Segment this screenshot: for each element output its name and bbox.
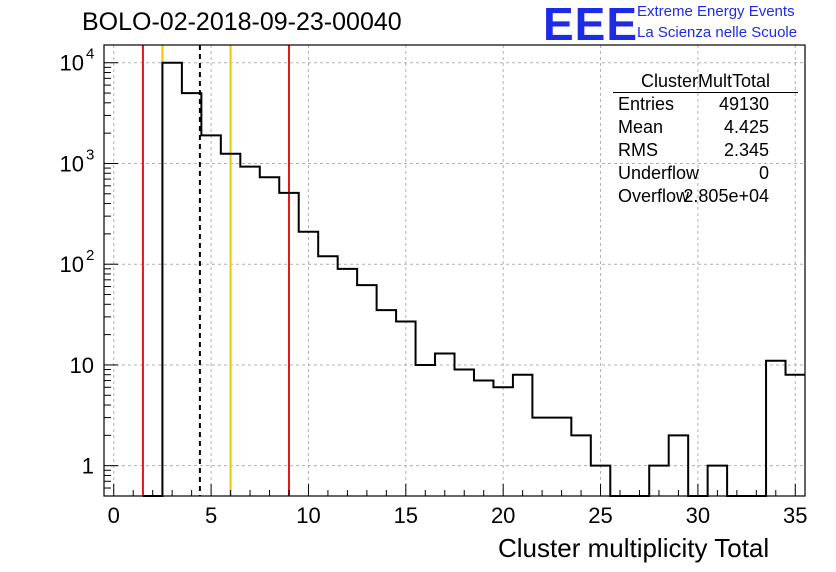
stats-box: ClusterMultTotal Entries 49130 Mean 4.425 … <box>611 70 806 208</box>
x-tick-label: 35 <box>783 503 807 528</box>
org-subtitle: La Scienza nelle Scuole <box>637 24 798 41</box>
chart-title: BOLO-02-2018-09-23-00040 <box>82 8 402 36</box>
y-tick-exponent: 4 <box>86 46 94 63</box>
stats-row-mean: Mean 4.425 <box>611 116 806 139</box>
stats-value: 4.425 <box>723 117 769 137</box>
stats-value: 0 <box>758 163 769 183</box>
stats-key: Entries <box>618 94 675 114</box>
x-tick-label: 25 <box>588 503 612 528</box>
stats-key: Underflow <box>618 163 700 183</box>
stats-row-rms: RMS 2.345 <box>611 139 806 162</box>
x-tick-label: 20 <box>491 503 515 528</box>
x-axis-title: Cluster multiplicity Total <box>498 533 770 563</box>
y-tick-label: 10 <box>60 151 84 176</box>
stats-row-underflow: Underflow 0 <box>611 162 806 185</box>
x-tick-label: 10 <box>296 503 320 528</box>
stats-row-overflow: Overflow 2.805e+04 <box>611 185 806 208</box>
y-tick-label: 10 <box>60 252 84 277</box>
stats-value: 49130 <box>718 94 769 114</box>
stats-box-title: ClusterMultTotal <box>613 70 798 93</box>
histogram-series <box>142 61 805 497</box>
stats-key: Mean <box>618 117 664 137</box>
x-tick-label: 15 <box>394 503 418 528</box>
y-tick-label: 10 <box>60 51 84 76</box>
y-tick-exponent: 3 <box>86 146 94 163</box>
stats-row-entries: Entries 49130 <box>611 93 806 116</box>
y-tick-exponent: 2 <box>86 247 94 264</box>
stats-value: 2.345 <box>723 140 769 160</box>
eee-logo: EEE <box>543 0 639 50</box>
x-tick-label: 5 <box>205 503 217 528</box>
y-tick-label: 10 <box>70 353 94 378</box>
stats-key: Overflow <box>618 186 690 206</box>
y-tick-label: 1 <box>82 454 94 479</box>
marker-lines <box>141 45 290 496</box>
x-tick-label: 30 <box>686 503 710 528</box>
stats-value: 2.805e+04 <box>683 186 769 206</box>
org-name: Extreme Energy Events <box>637 3 795 20</box>
plot-frame <box>103 44 806 497</box>
x-tick-label: 0 <box>108 503 120 528</box>
stats-key: RMS <box>618 140 658 160</box>
